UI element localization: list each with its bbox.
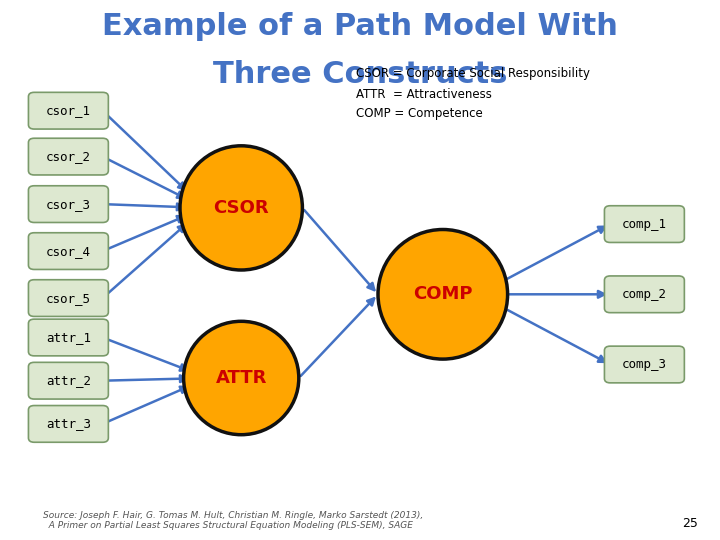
Text: CSOR: CSOR [213, 199, 269, 217]
FancyBboxPatch shape [29, 319, 108, 356]
Text: comp_3: comp_3 [622, 358, 667, 371]
Text: csor_5: csor_5 [46, 292, 91, 305]
Text: csor_1: csor_1 [46, 104, 91, 117]
Text: csor_2: csor_2 [46, 150, 91, 163]
FancyBboxPatch shape [29, 138, 108, 175]
Text: attr_1: attr_1 [46, 331, 91, 344]
Text: csor_3: csor_3 [46, 198, 91, 211]
Text: attr_2: attr_2 [46, 374, 91, 387]
Text: ATTR: ATTR [215, 369, 267, 387]
FancyBboxPatch shape [29, 186, 108, 222]
Text: Source: Joseph F. Hair, G. Tomas M. Hult, Christian M. Ringle, Marko Sarstedt (2: Source: Joseph F. Hair, G. Tomas M. Hult… [43, 511, 423, 530]
Text: comp_1: comp_1 [622, 218, 667, 231]
FancyBboxPatch shape [29, 406, 108, 442]
FancyBboxPatch shape [605, 276, 684, 313]
FancyBboxPatch shape [605, 346, 684, 383]
Text: COMP: COMP [413, 285, 472, 303]
Ellipse shape [180, 146, 302, 270]
FancyBboxPatch shape [605, 206, 684, 242]
Text: Three Constructs: Three Constructs [212, 60, 508, 90]
Ellipse shape [378, 230, 508, 359]
Text: comp_2: comp_2 [622, 288, 667, 301]
Text: 25: 25 [683, 517, 698, 530]
FancyBboxPatch shape [29, 280, 108, 316]
FancyBboxPatch shape [29, 362, 108, 399]
FancyBboxPatch shape [29, 233, 108, 269]
Text: CSOR = Corporate Social Responsibility
ATTR  = Attractiveness
COMP = Competence: CSOR = Corporate Social Responsibility A… [356, 68, 590, 120]
FancyBboxPatch shape [29, 92, 108, 129]
Text: attr_3: attr_3 [46, 417, 91, 430]
Ellipse shape [184, 321, 299, 435]
Text: Example of a Path Model With: Example of a Path Model With [102, 12, 618, 41]
Text: csor_4: csor_4 [46, 245, 91, 258]
